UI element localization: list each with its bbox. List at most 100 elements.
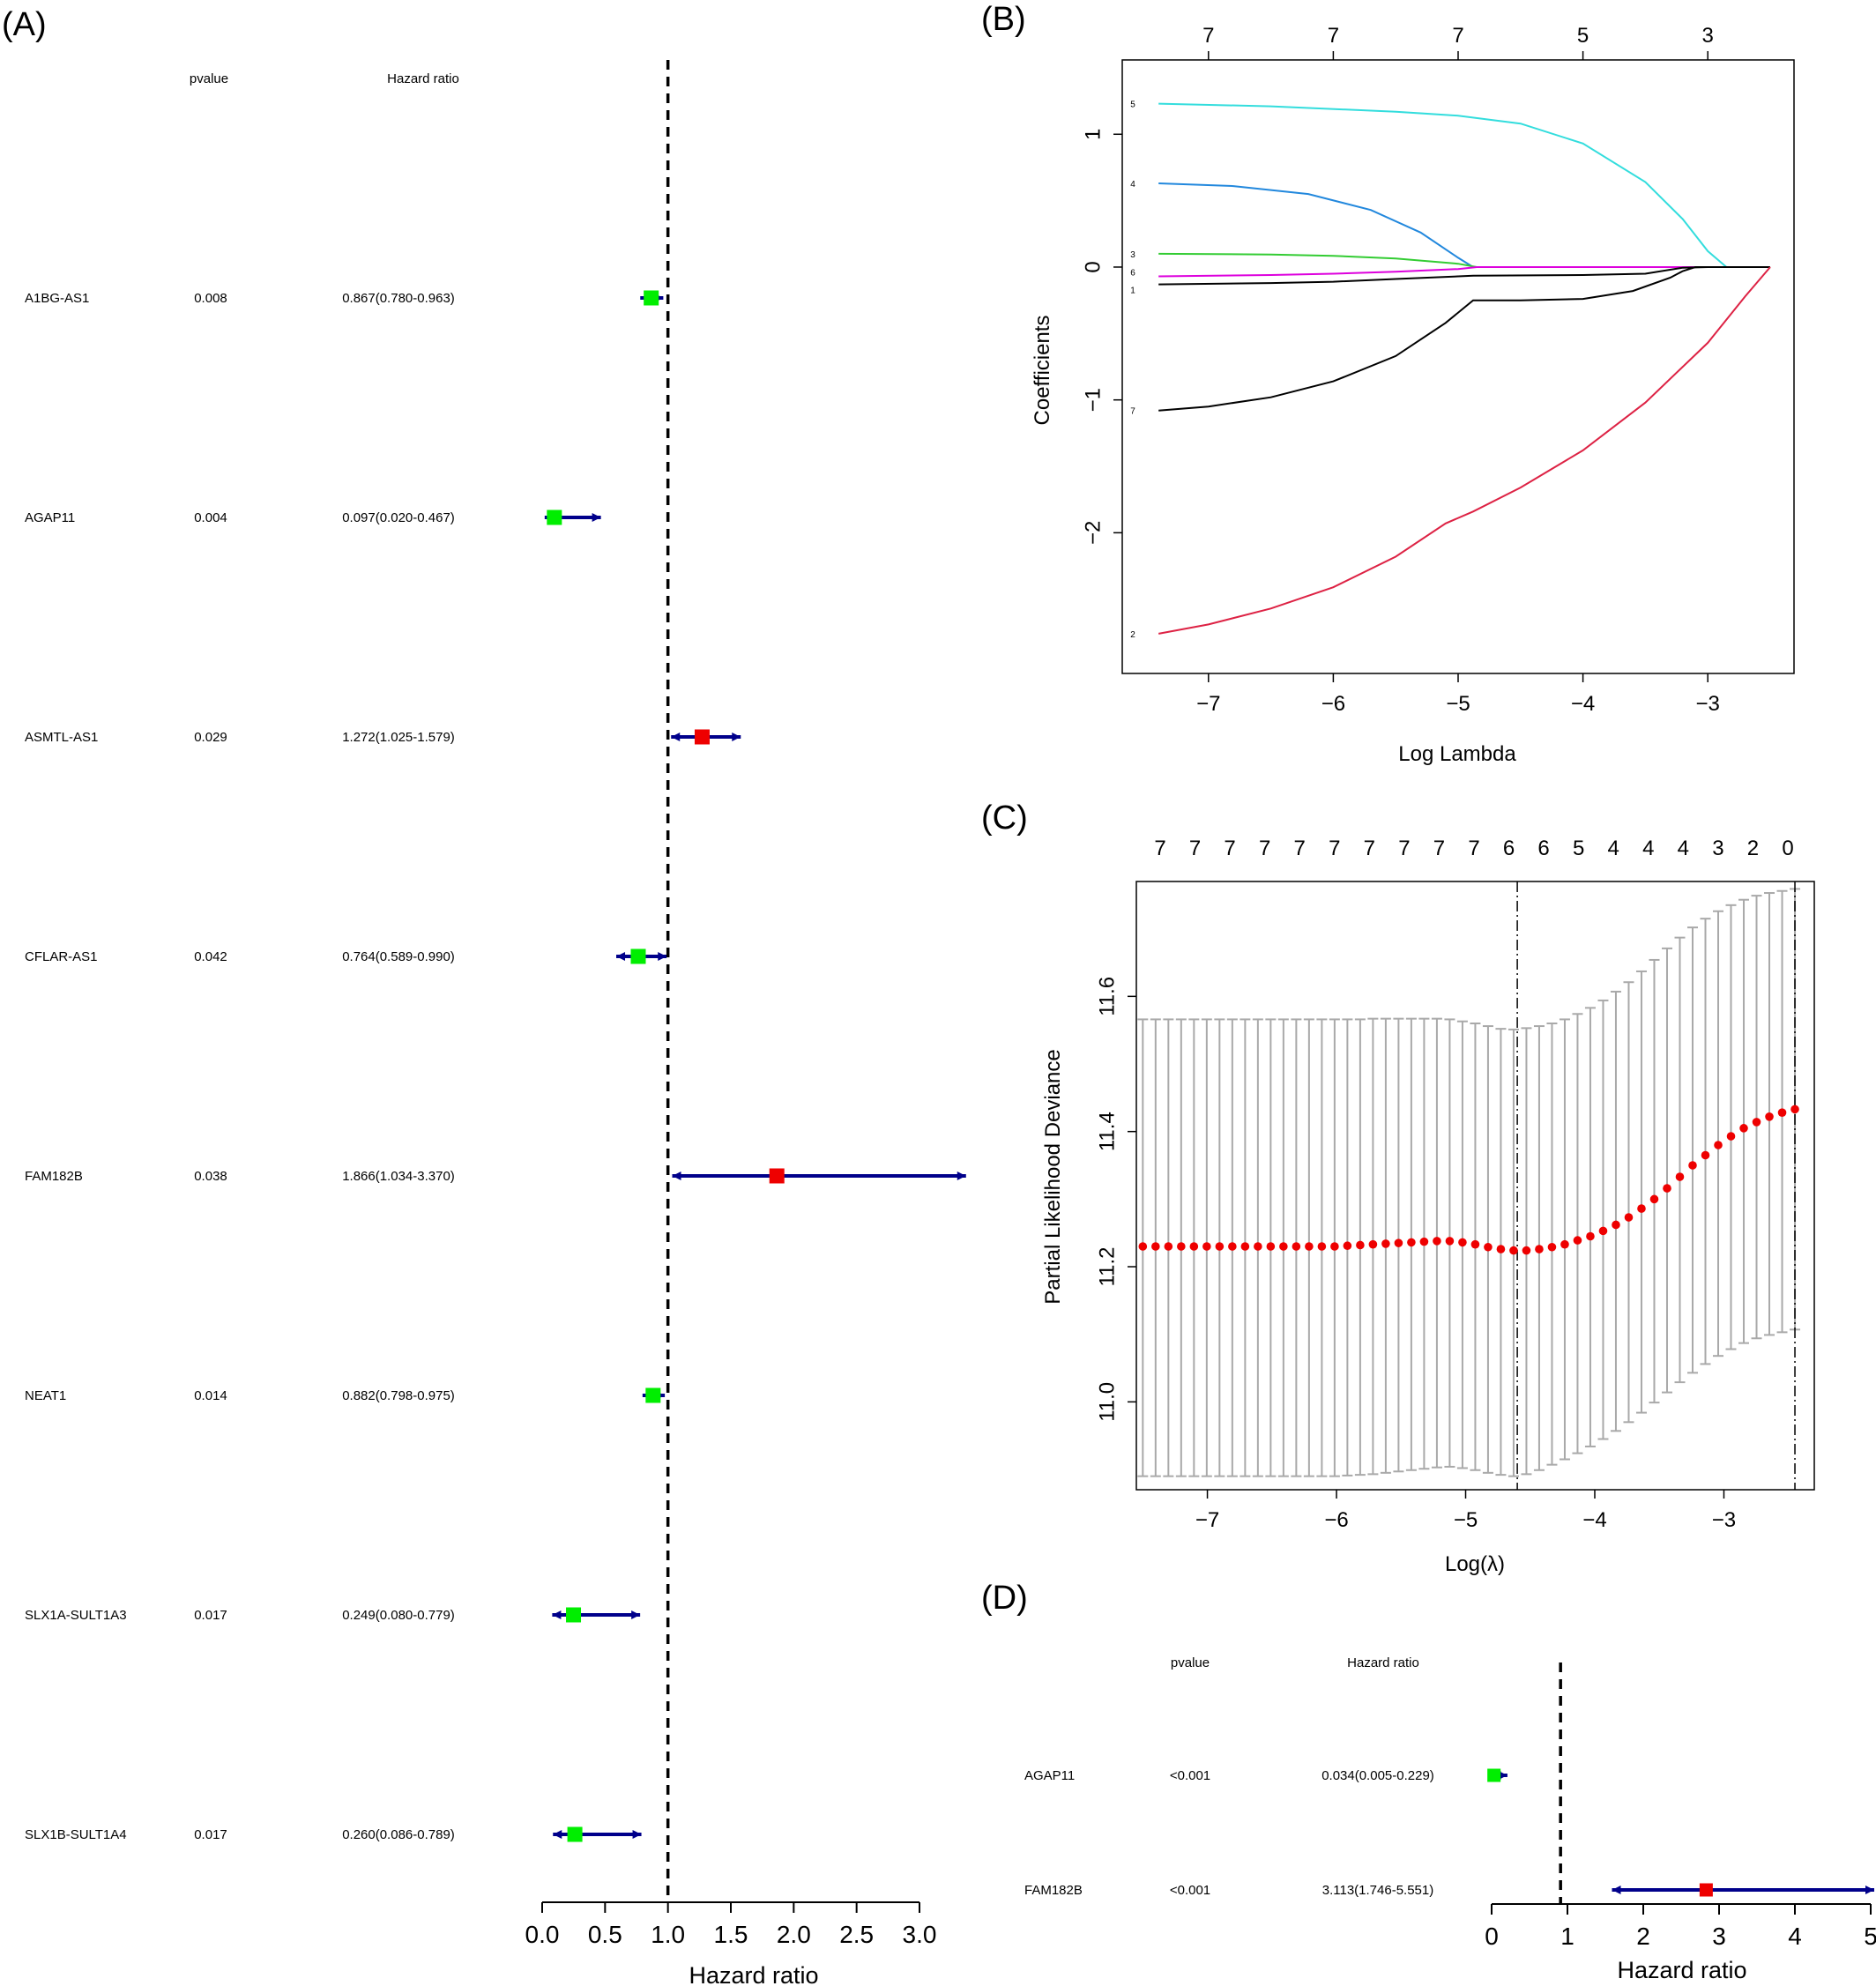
hazard-ratio-point [1699,1883,1713,1897]
deviance-point [1560,1239,1569,1249]
x-tick-label: 0 [1485,1923,1499,1950]
path-label: 7 [1130,407,1135,417]
x-tick-label: 1.0 [651,1921,685,1948]
deviance-point [1202,1242,1211,1251]
x-tick-label: −5 [1446,692,1470,716]
coefficient-path-2 [1158,266,1771,635]
ci-arrow-left [671,733,681,741]
top-tick-label: 7 [1202,24,1214,48]
panel-d-x-axis-title: Hazard ratio [1617,1957,1746,1983]
deviance-point [1305,1242,1314,1251]
pvalue-label: 0.017 [194,1608,227,1623]
x-tick-label: −4 [1571,692,1595,716]
panel-c-label: (C) [981,800,1028,837]
deviance-point [1547,1242,1557,1252]
y-tick-label: 0 [1081,261,1105,272]
gene-label: AGAP11 [1024,1768,1075,1783]
x-tick-label: 1.5 [714,1921,748,1948]
x-tick-label: 2.0 [777,1921,811,1948]
deviance-point [1458,1238,1467,1247]
ci-arrow-right [1865,1886,1874,1894]
pvalue-label: <0.001 [1170,1768,1210,1783]
deviance-point [1752,1118,1761,1127]
top-tick-label: 7 [1224,837,1235,860]
deviance-point [1649,1194,1659,1204]
panel-a-x-axis: 0.0 0.5 1.0 1.5 2.0 2.5 3.0 [525,60,936,1948]
deviance-point [1765,1112,1774,1121]
panel-a-forest-plot: (A) pvalue Hazard ratio A1BG-AS1 0.008 0.8… [2,6,966,1986]
y-tick-label: −2 [1081,521,1105,545]
panel-c-cross-validation: (C) −7 −6 −5 −4 −311.011.211.411.67 7 7 7 7 7 7 7 7 7… [981,800,1815,1576]
deviance-point [1573,1236,1582,1245]
hazard-ratio-point [547,510,562,525]
panel-c-x-axis-title: Log(λ) [1445,1552,1505,1576]
panel-b-axes: −7 −6 −5 −4 −3 7 7 7 5 3 −2 −1 0 1 [1081,24,1720,716]
x-tick-label: 0.0 [525,1921,560,1948]
ci-arrow-left [672,1172,681,1180]
top-tick-label: 7 [1329,837,1340,860]
deviance-point [1726,1132,1736,1141]
deviance-point [1381,1239,1390,1248]
pvalue-label: 0.042 [194,949,227,964]
pvalue-label: 0.029 [194,730,227,745]
ci-arrow-right [1498,1771,1508,1780]
deviance-point [1279,1242,1288,1251]
deviance-point [1688,1161,1697,1170]
deviance-point [1663,1184,1671,1193]
deviance-point [1317,1242,1327,1251]
x-tick-label: −3 [1712,1508,1736,1532]
y-tick-label: 11.0 [1095,1382,1119,1422]
x-tick-label: −6 [1321,692,1345,716]
gene-label: FAM182B [1024,1883,1083,1898]
hazard-ratio-label: 0.034(0.005-0.229) [1321,1768,1434,1783]
pvalue-label: 0.017 [194,1827,227,1842]
pvalue-label: 0.008 [194,291,227,306]
panel-c-y-axis-title: Partial Likelihood Deviance [1041,1049,1065,1305]
top-tick-label: 0 [1782,837,1793,860]
deviance-point [1484,1242,1493,1252]
top-tick-label: 5 [1577,24,1589,48]
top-tick-label: 6 [1503,837,1515,860]
top-tick-label: 3 [1702,24,1714,48]
top-tick-label: 5 [1573,837,1584,860]
hazard-ratio-point [644,290,659,306]
panel-d-forest-plot: (D) pvalue Hazard ratio AGAP11 <0.001 0.03… [981,1580,1876,1983]
deviance-point [1637,1204,1646,1213]
hazard-ratio-point [566,1607,582,1623]
panel-b-label: (B) [981,1,1026,38]
ci-arrow-left [552,1610,562,1619]
hazard-ratio-label: 0.249(0.080-0.779) [342,1608,455,1623]
pvalue-label: 0.004 [194,510,227,525]
panel-b-series: 5 4 3 6 1 7 2 [1130,100,1771,640]
pvalue-label: 0.038 [194,1169,227,1184]
deviance-point [1254,1242,1262,1251]
deviance-point [1151,1242,1160,1251]
deviance-point [1701,1150,1710,1160]
panel-c-points [1138,1105,1799,1255]
ci-arrow-left [1612,1886,1621,1894]
deviance-point [1343,1241,1352,1251]
hazard-ratio-point [630,948,646,964]
panel-d-pvalue-header: pvalue [1171,1655,1210,1670]
deviance-point [1624,1213,1634,1222]
panel-d-hr-header: Hazard ratio [1347,1655,1419,1670]
deviance-point [1292,1242,1301,1251]
panel-a-x-axis-title: Hazard ratio [689,1962,818,1986]
panel-c-plot-frame [1135,881,1815,1491]
deviance-point [1790,1105,1799,1114]
ci-arrow-right [732,733,741,741]
deviance-point [1330,1242,1339,1251]
top-tick-label: 3 [1712,837,1723,860]
panel-a-pvalue-header: pvalue [190,71,228,86]
hazard-ratio-label: 0.260(0.086-0.789) [342,1827,455,1842]
path-label: 2 [1130,630,1135,640]
x-tick-label: −7 [1196,692,1220,716]
top-tick-label: 4 [1642,837,1654,860]
x-tick-label: 2 [1636,1923,1650,1950]
panel-b-y-axis-title: Coefficients [1031,316,1054,426]
top-tick-label: 2 [1747,837,1759,860]
ci-arrow-left [616,952,626,961]
deviance-point [1419,1237,1429,1246]
pvalue-label: <0.001 [1170,1883,1210,1898]
